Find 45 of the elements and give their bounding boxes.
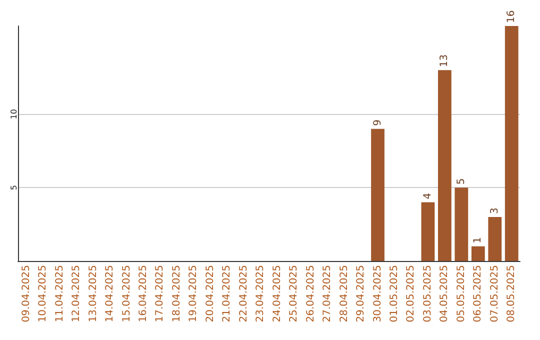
x-tick-label: 21.04.2025: [222, 265, 233, 322]
x-tick-label: 25.04.2025: [288, 265, 300, 322]
x-tick-label: 02.05.2025: [406, 265, 417, 322]
data-label: 9: [372, 119, 384, 126]
data-label: 1: [472, 236, 484, 244]
x-tick-label: 28.04.2025: [338, 265, 350, 322]
data-label: 4: [422, 192, 434, 200]
x-tick-label: 16.04.2025: [138, 265, 149, 322]
x-tick-label: 19.04.2025: [188, 265, 200, 322]
bar: [488, 216, 502, 261]
x-tick-label: 15.04.2025: [121, 265, 132, 322]
x-tick-label: 03.05.2025: [422, 265, 434, 322]
x-tick-label: 22.04.2025: [238, 265, 250, 322]
x-tick-label: 07.05.2025: [489, 265, 500, 322]
x-tick-label: 04.05.2025: [439, 265, 450, 322]
x-tick-label: 13.04.2025: [88, 265, 99, 322]
x-tick-label: 01.05.2025: [389, 265, 400, 322]
bar: [454, 188, 468, 261]
bar: [504, 26, 518, 261]
y-tick-label: 10: [10, 109, 18, 120]
data-label: 3: [489, 208, 500, 214]
x-tick-label: 24.04.2025: [272, 265, 283, 322]
x-tick-label: 27.04.2025: [322, 265, 334, 322]
x-tick-label: 06.05.2025: [472, 265, 484, 322]
data-label: 16: [506, 10, 518, 23]
x-tick-label: 30.04.2025: [372, 265, 384, 322]
x-tick-label: 14.04.2025: [104, 265, 116, 322]
x-tick-label: 17.04.2025: [154, 265, 166, 322]
bar: [421, 202, 435, 261]
x-tick-label: 08.05.2025: [506, 265, 518, 322]
x-tick-label: 11.04.2025: [54, 265, 66, 322]
data-label: 5: [456, 178, 467, 185]
x-tick-label: 05.05.2025: [456, 265, 467, 322]
bar: [438, 70, 452, 261]
x-tick-label: 18.04.2025: [171, 265, 182, 322]
data-label: 13: [439, 54, 450, 68]
x-tick-label: 10.04.2025: [38, 265, 49, 322]
x-tick-label: 23.04.2025: [255, 265, 266, 322]
x-tick-label: 12.04.2025: [71, 265, 82, 322]
bar: [371, 128, 384, 261]
x-tick-label: 20.04.2025: [204, 265, 216, 322]
bar: [471, 246, 485, 261]
x-tick-label: 29.04.2025: [356, 265, 367, 322]
x-tick-label: 26.04.2025: [305, 265, 316, 322]
x-tick-label: 09.04.2025: [20, 265, 32, 322]
